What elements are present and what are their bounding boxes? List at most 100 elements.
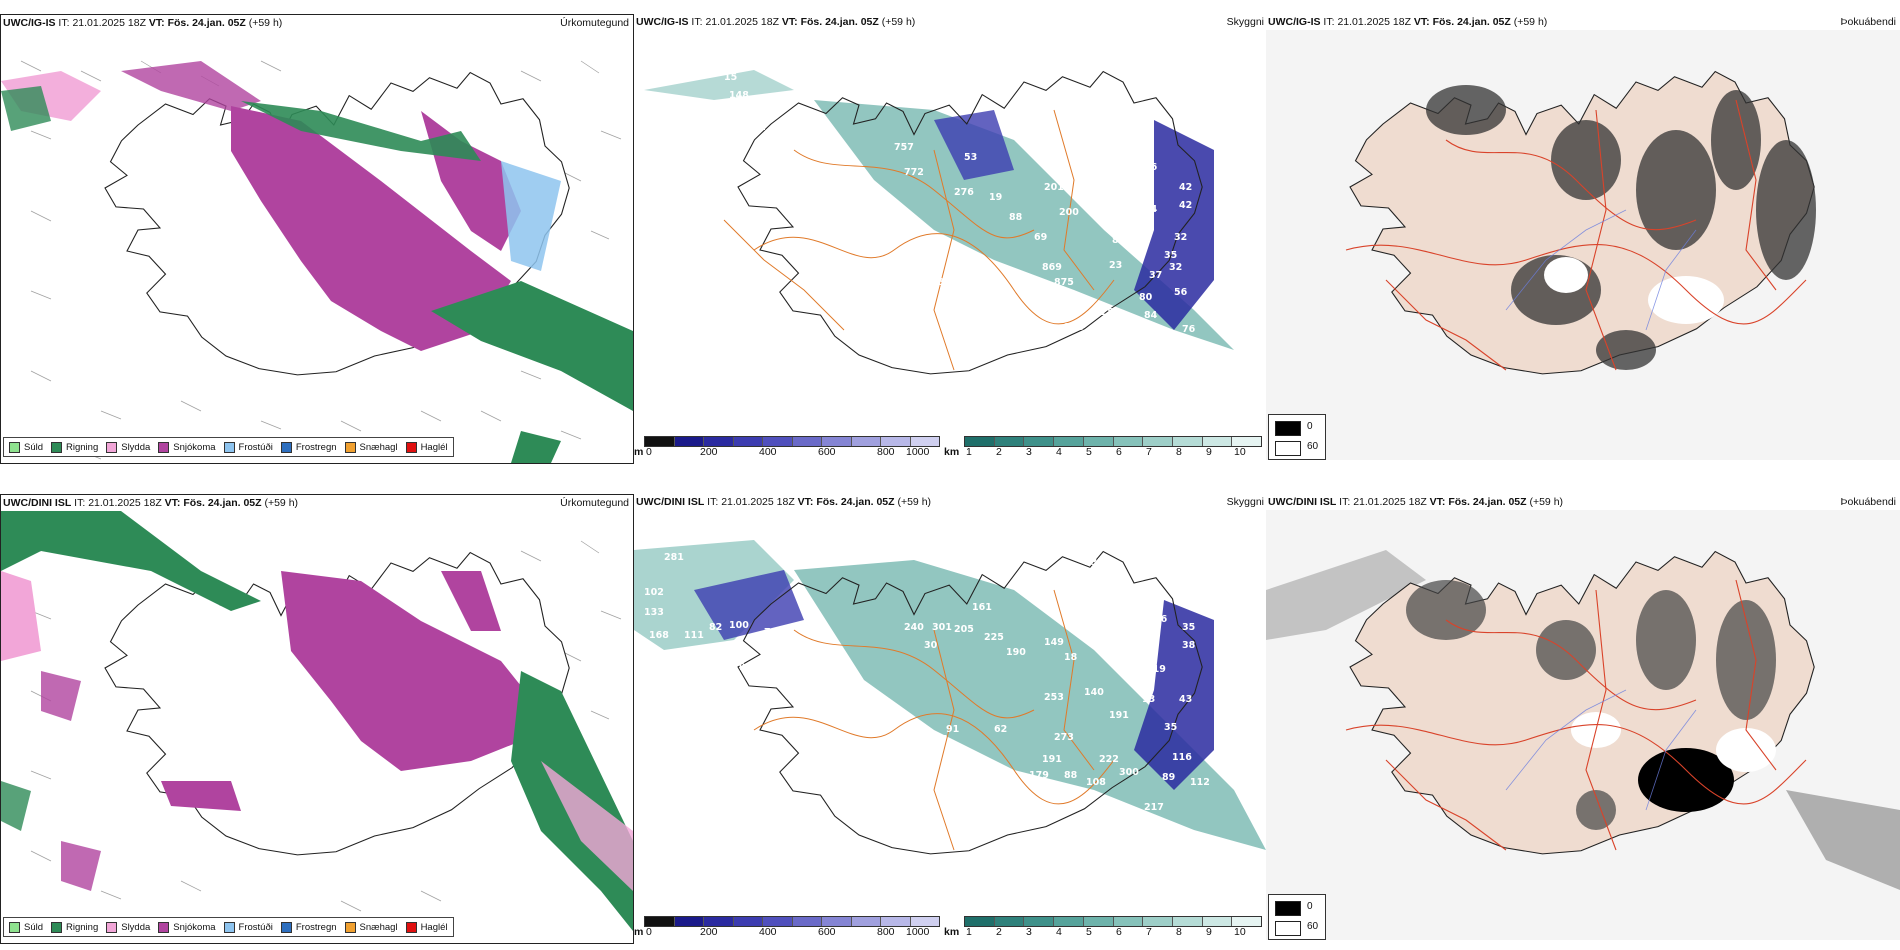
swatch-rain	[51, 441, 63, 453]
cb-cell	[1143, 437, 1173, 446]
svg-text:205: 205	[954, 624, 974, 635]
panel-title: Þokuábendi	[1840, 16, 1896, 28]
cb-unit: m	[634, 926, 644, 938]
svg-text:43: 43	[674, 727, 687, 738]
svg-text:19: 19	[989, 192, 1002, 203]
fog-legend: 0 60	[1268, 894, 1326, 940]
cb-cell	[763, 917, 793, 926]
svg-text:203: 203	[1079, 97, 1099, 108]
svg-text:56: 56	[1174, 287, 1188, 298]
svg-text:550: 550	[794, 772, 814, 783]
svg-text:80: 80	[1139, 292, 1153, 303]
svg-text:116: 116	[1172, 752, 1192, 763]
swatch-hail	[405, 441, 417, 453]
svg-text:40: 40	[904, 724, 918, 735]
svg-text:875: 875	[1054, 277, 1074, 288]
svg-text:15: 15	[724, 72, 737, 83]
cb-unit: m	[634, 446, 644, 458]
svg-text:42: 42	[1179, 200, 1192, 211]
svg-text:273: 273	[1054, 732, 1074, 743]
cb-cell	[645, 437, 675, 446]
vis-title: Skyggni	[1226, 16, 1264, 28]
cb-unit: km	[944, 926, 960, 938]
svg-text:103: 103	[1134, 632, 1154, 643]
svg-text:822: 822	[1112, 235, 1132, 246]
svg-text:240: 240	[904, 622, 924, 633]
svg-text:281: 281	[664, 552, 684, 563]
svg-text:182: 182	[746, 122, 766, 133]
svg-text:222: 222	[1099, 754, 1119, 765]
panel-header: UWC/DINI ISL IT: 21.01.2025 18Z VT: Fös.…	[1268, 496, 1564, 508]
svg-text:91: 91	[946, 724, 959, 735]
svg-text:120: 120	[1102, 632, 1122, 643]
svg-text:217: 217	[1144, 802, 1164, 813]
legend-item: Slydda	[106, 921, 150, 933]
cb-cell	[851, 917, 881, 926]
cb-cell	[1083, 437, 1114, 446]
svg-text:18: 18	[1064, 652, 1078, 663]
cb-cell	[910, 917, 939, 926]
legend-item: Haglél	[405, 441, 448, 453]
svg-text:225: 225	[984, 632, 1004, 643]
svg-text:119: 119	[1146, 664, 1166, 675]
svg-text:278: 278	[1064, 322, 1084, 333]
svg-text:30: 30	[924, 640, 938, 651]
svg-text:53: 53	[964, 152, 977, 163]
swatch-snow	[158, 441, 170, 453]
svg-text:91: 91	[1129, 182, 1142, 193]
svg-text:171: 171	[739, 104, 759, 115]
svg-text:140: 140	[1084, 687, 1104, 698]
svg-text:112: 112	[1190, 777, 1210, 788]
swatch-drizzle	[9, 441, 20, 453]
svg-text:102: 102	[644, 587, 664, 598]
svg-text:96: 96	[739, 662, 753, 673]
svg-text:134: 134	[1104, 614, 1124, 625]
panel-header: UWC/DINI ISL IT: 21.01.2025 18Z VT: Fös.…	[636, 496, 932, 508]
svg-text:168: 168	[649, 630, 669, 641]
cb-cell	[1083, 917, 1114, 926]
cloud-base-colorbar: m 0 200 400 600 800 1000	[634, 916, 940, 938]
cloud-base-colorbar: m 0 200 400 600 800 1000	[634, 436, 940, 458]
cb-cell	[851, 437, 881, 446]
svg-text:132: 132	[1084, 557, 1104, 568]
legend-item: Súld	[9, 921, 43, 933]
swatch-snow-pellets	[344, 441, 356, 453]
svg-text:108.5: 108.5	[924, 277, 954, 288]
visibility-colorbar: km 1 2 3 4 5 6 7 8 9 10	[944, 916, 1264, 938]
fog-panel-top: UWC/IG-IS IT: 21.01.2025 18Z VT: Fös. 24…	[1266, 14, 1900, 464]
legend-item: Snæhagl	[344, 921, 398, 933]
swatch-drizzle	[9, 921, 20, 933]
cb-cell	[1232, 917, 1262, 926]
cb-cell	[1113, 917, 1144, 926]
fog-swatch-60	[1275, 921, 1301, 936]
svg-text:42: 42	[1179, 182, 1192, 193]
svg-text:869: 869	[1042, 262, 1062, 273]
legend-item: Snæhagl	[344, 441, 398, 453]
svg-text:108: 108	[1086, 777, 1106, 788]
swatch-rain	[51, 921, 63, 933]
precip-map	[1, 60, 633, 463]
svg-text:84: 84	[1144, 310, 1158, 321]
cb-cell	[965, 917, 995, 926]
legend-item: Frostúði	[223, 441, 273, 453]
legend-item: Frostúði	[223, 921, 273, 933]
svg-text:140: 140	[906, 887, 926, 898]
svg-text:23: 23	[844, 792, 857, 803]
fog-swatch-60	[1275, 441, 1301, 456]
cb-cell	[1054, 437, 1084, 446]
svg-text:148: 148	[729, 90, 749, 101]
svg-text:161: 161	[972, 602, 992, 613]
svg-text:84: 84	[694, 782, 708, 793]
legend-item: Slydda	[106, 441, 150, 453]
cb-cell	[674, 917, 704, 926]
cb-cell	[822, 437, 852, 446]
swatch-freezing-drizzle	[223, 921, 235, 933]
cb-cell	[822, 917, 852, 926]
cb-cell	[792, 917, 822, 926]
legend-item: Frostregn	[280, 441, 337, 453]
cb-cell	[1172, 917, 1203, 926]
swatch-sleet	[106, 921, 118, 933]
svg-text:201: 201	[1044, 182, 1064, 193]
fog-swatch-0	[1275, 901, 1301, 916]
cb-cell	[881, 437, 911, 446]
